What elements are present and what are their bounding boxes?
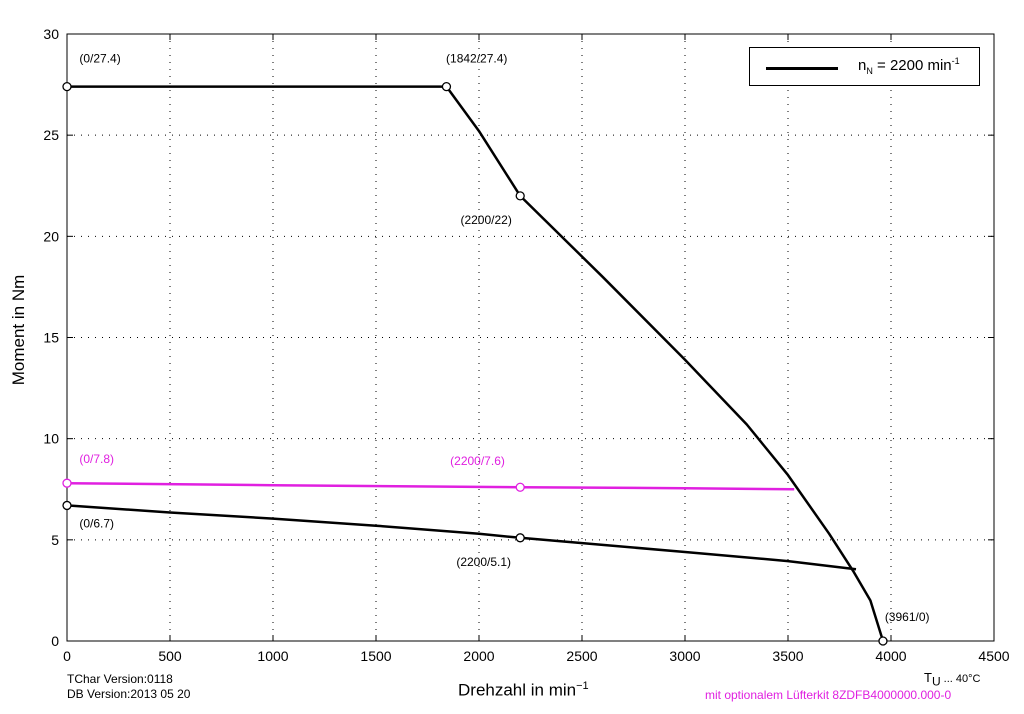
x-tick-label: 4500 — [978, 648, 1009, 664]
fan-kit-note: mit optionalem Lüfterkit 8ZDFB4000000.00… — [705, 688, 952, 702]
plot-background — [67, 34, 994, 641]
y-tick-label: 25 — [43, 127, 59, 143]
series-line-peak-torque — [67, 85, 885, 642]
point-annotation: (3961/0) — [885, 610, 930, 624]
plot-frame — [66, 33, 995, 642]
point-annotation: (2200/7.6) — [450, 454, 505, 468]
db-version: DB Version:2013 05 20 — [67, 687, 191, 701]
tchar-version: TChar Version:0118 — [67, 672, 173, 686]
x-tick-label: 4000 — [875, 648, 906, 664]
data-point-marker — [441, 81, 452, 92]
data-point-marker — [62, 500, 72, 511]
point-annotation: (2200/5.1) — [456, 555, 511, 569]
y-axis-label: Moment in Nm — [9, 274, 28, 386]
y-tick-label: 15 — [43, 330, 59, 346]
y-tick-label: 10 — [43, 431, 59, 447]
point-annotation: (1842/27.4) — [446, 51, 507, 65]
point-annotation: (0/7.8) — [79, 452, 114, 466]
x-tick-label: 2500 — [566, 648, 597, 664]
x-tick-label: 2000 — [463, 648, 494, 664]
legend-label: nN = 2200 min-1 — [858, 56, 960, 76]
data-point-marker — [62, 81, 72, 92]
x-tick-label: 0 — [63, 648, 71, 664]
data-point-marker — [515, 533, 525, 543]
y-tick-label: 0 — [51, 633, 59, 649]
x-tick-label: 3500 — [772, 648, 803, 664]
point-annotation: (0/27.4) — [79, 51, 120, 65]
x-tick-label: 500 — [158, 648, 182, 664]
x-axis-label: Drehzahl in min−1 — [458, 680, 589, 700]
x-tick-label: 1000 — [257, 648, 288, 664]
data-point-marker — [62, 478, 72, 488]
legend-line-swatch — [766, 67, 838, 70]
y-tick-label: 5 — [51, 532, 59, 548]
data-point-marker — [515, 191, 525, 201]
x-tick-label: 3000 — [669, 648, 700, 664]
y-tick-label: 30 — [43, 26, 59, 42]
point-annotation: (2200/22) — [460, 213, 511, 227]
point-annotation: (0/6.7) — [79, 517, 114, 531]
legend: nN = 2200 min-1 — [749, 47, 980, 86]
data-point-marker — [515, 482, 525, 492]
y-tick-label: 20 — [43, 228, 59, 244]
x-tick-label: 1500 — [360, 648, 391, 664]
ambient-temperature: TU ... 40°C — [924, 670, 981, 689]
data-point-marker — [878, 636, 888, 646]
series-line-continuous-torque — [66, 504, 857, 571]
